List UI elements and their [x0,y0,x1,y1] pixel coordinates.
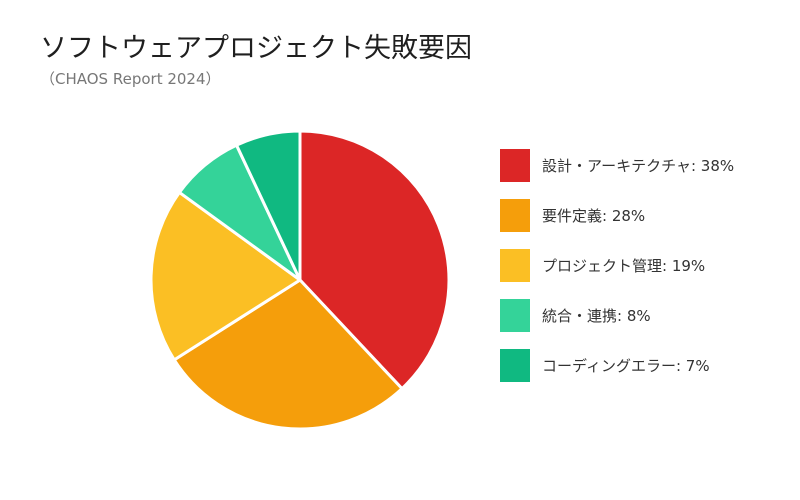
legend-item: 要件定義: 28% [500,198,790,232]
pie-slice-5 [235,129,302,282]
chart-subtitle: （CHAOS Report 2024） [40,70,221,88]
legend-item: 設計・アーキテクチャ: 38% [500,148,790,182]
legend-swatch [500,348,530,382]
legend-item: コーディングエラー: 7% [500,348,790,382]
legend-item: 統合・連携: 8% [500,298,790,332]
legend: 設計・アーキテクチャ: 38% 要件定義: 28% プロジェクト管理: 19% … [500,148,790,398]
legend-label: 設計・アーキテクチャ: 38% [542,156,735,175]
legend-label: 要件定義: 28% [542,206,646,225]
chart-title: ソフトウェアプロジェクト失敗要因 [40,33,472,64]
legend-item: プロジェクト管理: 19% [500,248,790,282]
legend-swatch [500,198,530,232]
legend-swatch [500,248,530,282]
legend-label: プロジェクト管理: 19% [542,256,706,275]
pie-slice-1 [298,129,451,391]
legend-swatch [500,148,530,182]
legend-label: コーディングエラー: 7% [542,356,710,375]
legend-swatch [500,298,530,332]
legend-label: 統合・連携: 8% [542,306,651,325]
pie-slice-3 [149,190,302,362]
pie-slice-2 [172,278,404,431]
